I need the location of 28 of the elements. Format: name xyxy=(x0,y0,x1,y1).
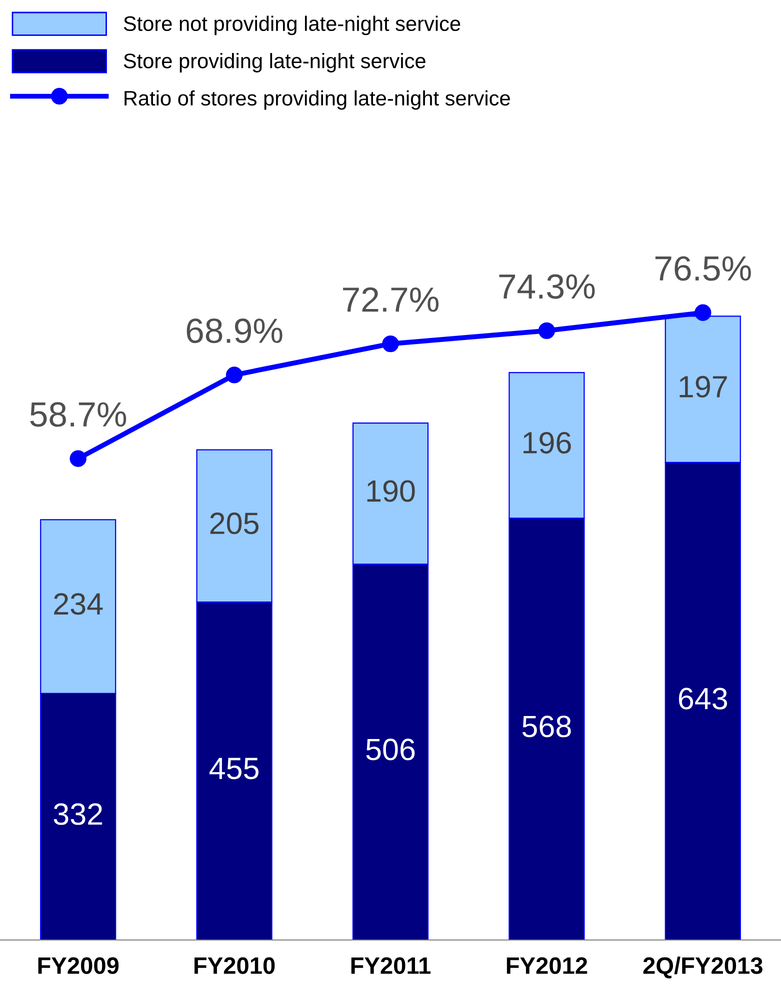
legend-label: Store not providing late-night service xyxy=(124,16,460,36)
data-label: 455 xyxy=(210,758,259,780)
point xyxy=(538,322,556,340)
data-label: 58.7% xyxy=(30,402,126,427)
data-label: 68.9% xyxy=(186,318,282,344)
legend-label: Store providing late-night service xyxy=(124,53,426,72)
x-tick-label: 2Q/FY2013 xyxy=(643,956,762,978)
data-label: 332 xyxy=(54,803,102,825)
data-label: 234 xyxy=(54,593,103,615)
data-label: 643 xyxy=(678,688,728,710)
data-label: 568 xyxy=(522,716,571,738)
data-label: 74.3% xyxy=(499,274,595,299)
point xyxy=(694,304,712,321)
data-label: 205 xyxy=(210,512,259,534)
data-label: 190 xyxy=(367,480,415,502)
x-tick-label: FY2011 xyxy=(351,957,431,974)
x-tick-label: FY2012 xyxy=(506,957,588,974)
data-label: 72.7% xyxy=(343,287,438,312)
point xyxy=(70,450,86,467)
data-label: 76.5% xyxy=(655,256,751,281)
legend-label: Ratio of stores providing late-night service xyxy=(124,90,510,110)
data-label: 197 xyxy=(680,376,727,398)
data-label: 196 xyxy=(524,432,571,454)
x-tick-label: FY2009 xyxy=(38,957,119,974)
point xyxy=(226,366,243,384)
data-label: 506 xyxy=(366,738,415,760)
point xyxy=(382,335,399,352)
x-tick-label: FY2010 xyxy=(194,957,275,974)
